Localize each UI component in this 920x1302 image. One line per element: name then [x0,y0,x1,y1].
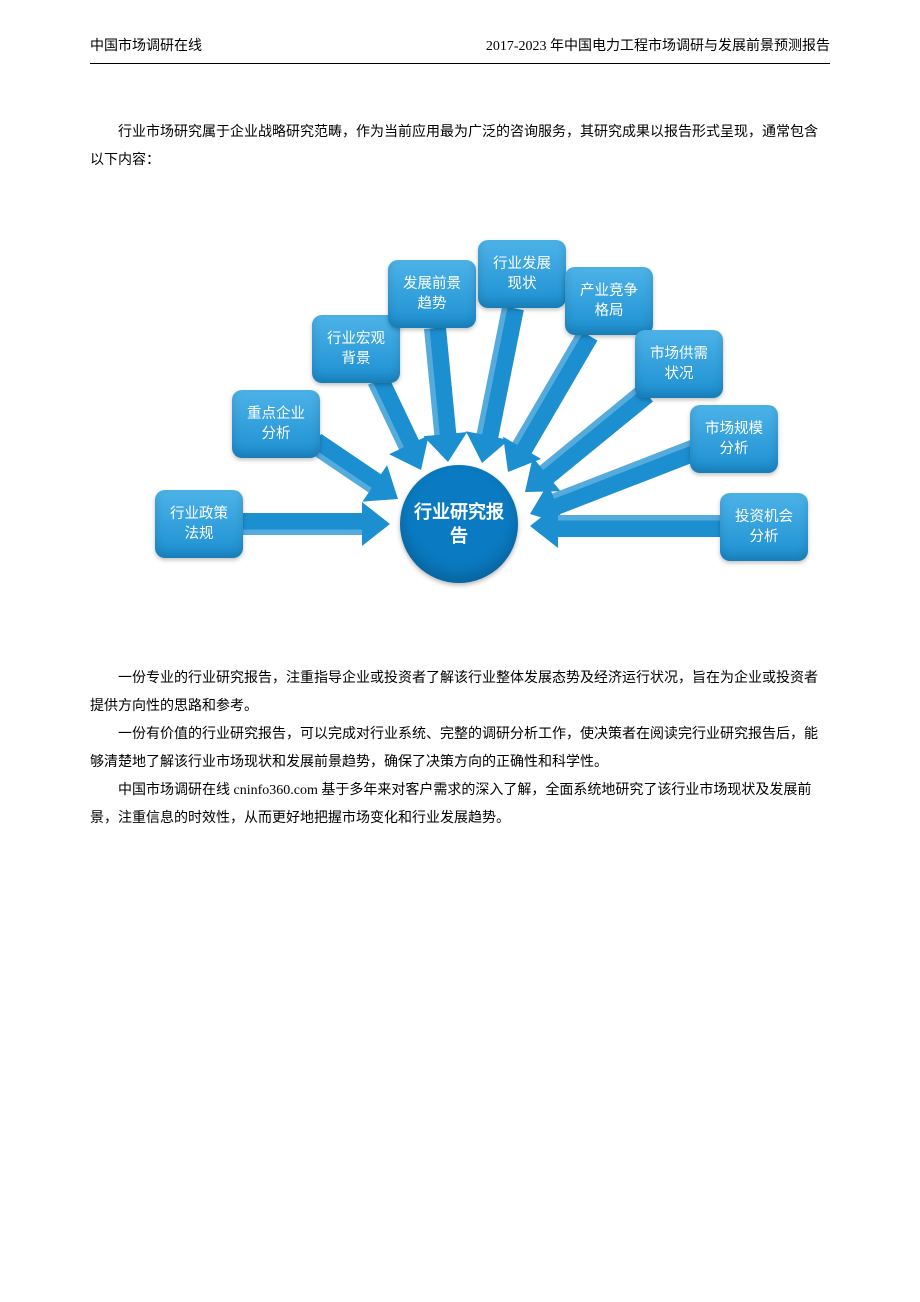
diagram-node: 产业竞争格局 [565,267,653,335]
page-header: 中国市场调研在线 2017-2023 年中国电力工程市场调研与发展前景预测报告 [0,0,920,63]
diagram-arrow [309,434,398,502]
header-divider [90,63,830,64]
diagram-arrow [368,375,429,470]
body-text: 一份专业的行业研究报告，注重指导企业或投资者了解该行业整体发展态势及经济运行状况… [90,665,830,833]
diagram-arrow [243,502,390,546]
diagram-node: 市场规模分析 [690,405,778,473]
body-paragraph-2: 一份有价值的行业研究报告，可以完成对行业系统、完整的调研分析工作，使决策者在阅读… [90,721,830,777]
intro-paragraph: 行业市场研究属于企业战略研究范畴，作为当前应用最为广泛的咨询服务，其研究成果以报… [90,119,830,175]
diagram-node: 重点企业分析 [232,390,320,458]
diagram-center: 行业研究报告 [400,465,518,583]
header-right: 2017-2023 年中国电力工程市场调研与发展前景预测报告 [486,35,830,55]
body-paragraph-3: 中国市场调研在线 cninfo360.com 基于多年来对客户需求的深入了解，全… [90,777,830,833]
radial-diagram: 行业研究报告 行业政策法规 重点企业分析 行业宏观背景发展前景趋势行业发展现状产业竞争… [90,225,830,615]
diagram-node: 市场供需状况 [635,330,723,398]
body-paragraph-1: 一份专业的行业研究报告，注重指导企业或投资者了解该行业整体发展态势及经济运行状况… [90,665,830,721]
diagram-node: 投资机会分析 [720,493,808,561]
diagram-node: 行业宏观背景 [312,315,400,383]
diagram-node: 行业发展现状 [478,240,566,308]
header-left: 中国市场调研在线 [90,35,202,55]
diagram-node: 发展前景趋势 [388,260,476,328]
diagram-node: 行业政策法规 [155,490,243,558]
